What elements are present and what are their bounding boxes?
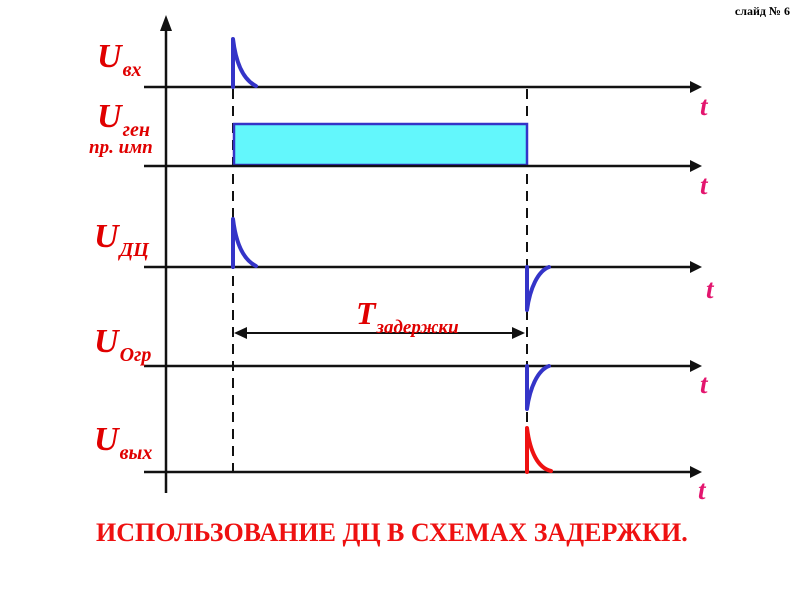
time-axis-udc [144,261,702,273]
label-u-ogr: UОгр [94,323,152,366]
axis-arrow-icon [690,466,702,478]
vertical-axis [160,15,172,493]
label-u-dc: UДЦ [94,218,149,261]
dc-positive-spike-waveform [231,217,258,269]
rectangular-pulse [232,122,529,167]
axis-arrow-icon [690,360,702,372]
arrow-right-icon [512,327,525,339]
slide-title: ИСПОЛЬЗОВАНИЕ ДЦ В СХЕМАХ ЗАДЕРЖКИ. [96,518,688,547]
delay-time-label: Tзадержки [356,295,459,338]
output-spike-waveform [525,426,553,474]
axis-arrow-icon [690,160,702,172]
slide-number: слайд № 6 [734,4,790,18]
t-label-4: t [700,369,708,399]
time-axis-uvyh [144,466,702,478]
time-axis-uogr [144,360,702,372]
t-label-2: t [700,170,708,200]
arrow-left-icon [234,327,247,339]
t-label-3: t [706,274,714,304]
limiter-negative-spike-waveform [525,364,551,411]
label-pr-imp: пр. имп [89,137,153,158]
t-label-1: t [700,91,708,121]
time-axis-uvx [144,81,702,93]
label-u-gen: Uген [97,98,150,141]
label-u-vyh: Uвых [94,421,153,464]
input-spike-waveform [231,37,258,89]
time-axis-ugen [144,160,702,172]
dc-negative-spike-waveform [525,265,551,312]
axis-arrow-icon [690,261,702,273]
label-u-vx: Uвх [97,38,142,81]
t-label-5: t [698,475,706,505]
vertical-axis-arrow-icon [160,15,172,31]
axis-arrow-icon [690,81,702,93]
delay-measure-arrow [234,327,525,339]
